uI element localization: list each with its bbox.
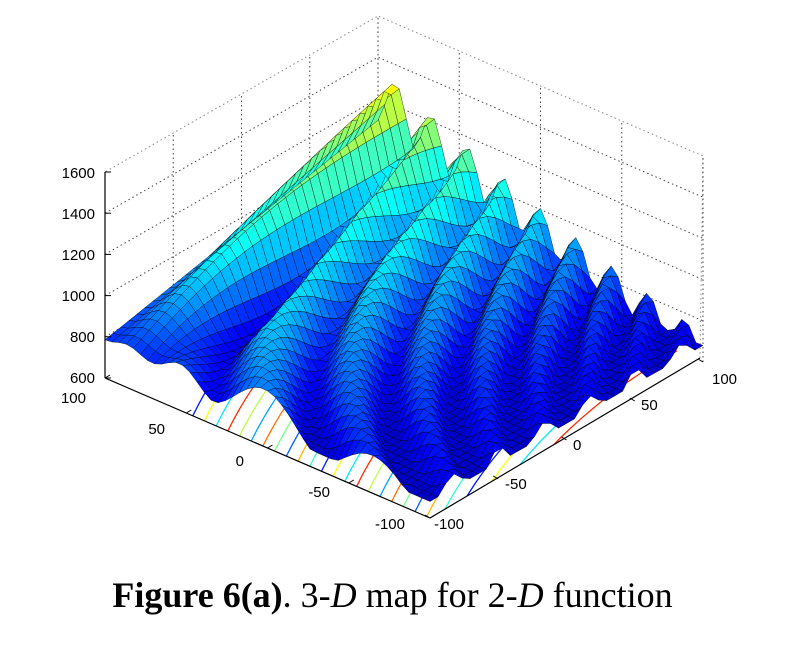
y-tick bbox=[429, 514, 436, 519]
caption-end: function bbox=[543, 575, 673, 615]
z-tick-label: 1600 bbox=[62, 165, 95, 182]
x-tick bbox=[629, 397, 636, 402]
x-tick bbox=[424, 514, 431, 519]
z-tick-labels: 600 800 1000 1200 1400 1600 bbox=[62, 165, 95, 387]
x-tick bbox=[697, 358, 704, 363]
y-tick-label: -50 bbox=[308, 484, 330, 501]
y-tick-labels: 100 50 0 -50 -100 bbox=[61, 390, 405, 533]
caption-sep: . 3- bbox=[282, 575, 331, 615]
z-tick-label: 1400 bbox=[62, 206, 95, 223]
z-tick-label: 800 bbox=[70, 329, 95, 346]
x-tick bbox=[492, 475, 499, 480]
x-tick-label: 100 bbox=[712, 371, 737, 388]
grid-line-z bbox=[104, 56, 704, 214]
x-tick-label: 50 bbox=[641, 397, 658, 414]
caption-label: Figure 6(a) bbox=[112, 575, 283, 615]
grid-line-z bbox=[104, 139, 704, 297]
y-tick-label: 50 bbox=[148, 421, 165, 438]
y-tick bbox=[185, 409, 192, 414]
back-panel-right bbox=[377, 15, 704, 359]
surface-plot: 600 800 1000 1200 1400 1600 100 50 0 -50… bbox=[61, 15, 737, 533]
grid-line-z bbox=[104, 97, 704, 255]
x-tick-label: -100 bbox=[434, 516, 464, 533]
tick-marks bbox=[104, 171, 704, 519]
z-tick-label: 1000 bbox=[62, 288, 95, 305]
back-panels bbox=[104, 15, 704, 378]
surface-cell bbox=[687, 335, 704, 351]
x-tick-label: 0 bbox=[573, 437, 581, 454]
z-tick-label: 1200 bbox=[62, 247, 95, 264]
y-tick bbox=[104, 374, 111, 379]
y-tick bbox=[348, 479, 355, 484]
grid-lines bbox=[104, 16, 704, 362]
z-tick-label: 600 bbox=[70, 370, 95, 387]
y-tick-label: -100 bbox=[375, 516, 405, 533]
x-axis bbox=[429, 357, 701, 519]
caption-d2: D bbox=[517, 575, 544, 615]
caption-mid: map for 2- bbox=[356, 575, 518, 615]
surface-mesh bbox=[104, 83, 704, 502]
y-tick-label: 100 bbox=[61, 390, 86, 407]
x-tick-label: -50 bbox=[505, 476, 527, 493]
x-tick-labels: -100 -50 0 50 100 bbox=[434, 371, 737, 533]
caption-d1: D bbox=[330, 575, 357, 615]
figure-caption: Figure 6(a). 3-D map for 2-D function bbox=[0, 574, 785, 616]
x-tick bbox=[561, 436, 567, 441]
y-tick-label: 0 bbox=[236, 453, 244, 470]
y-tick bbox=[267, 444, 273, 449]
